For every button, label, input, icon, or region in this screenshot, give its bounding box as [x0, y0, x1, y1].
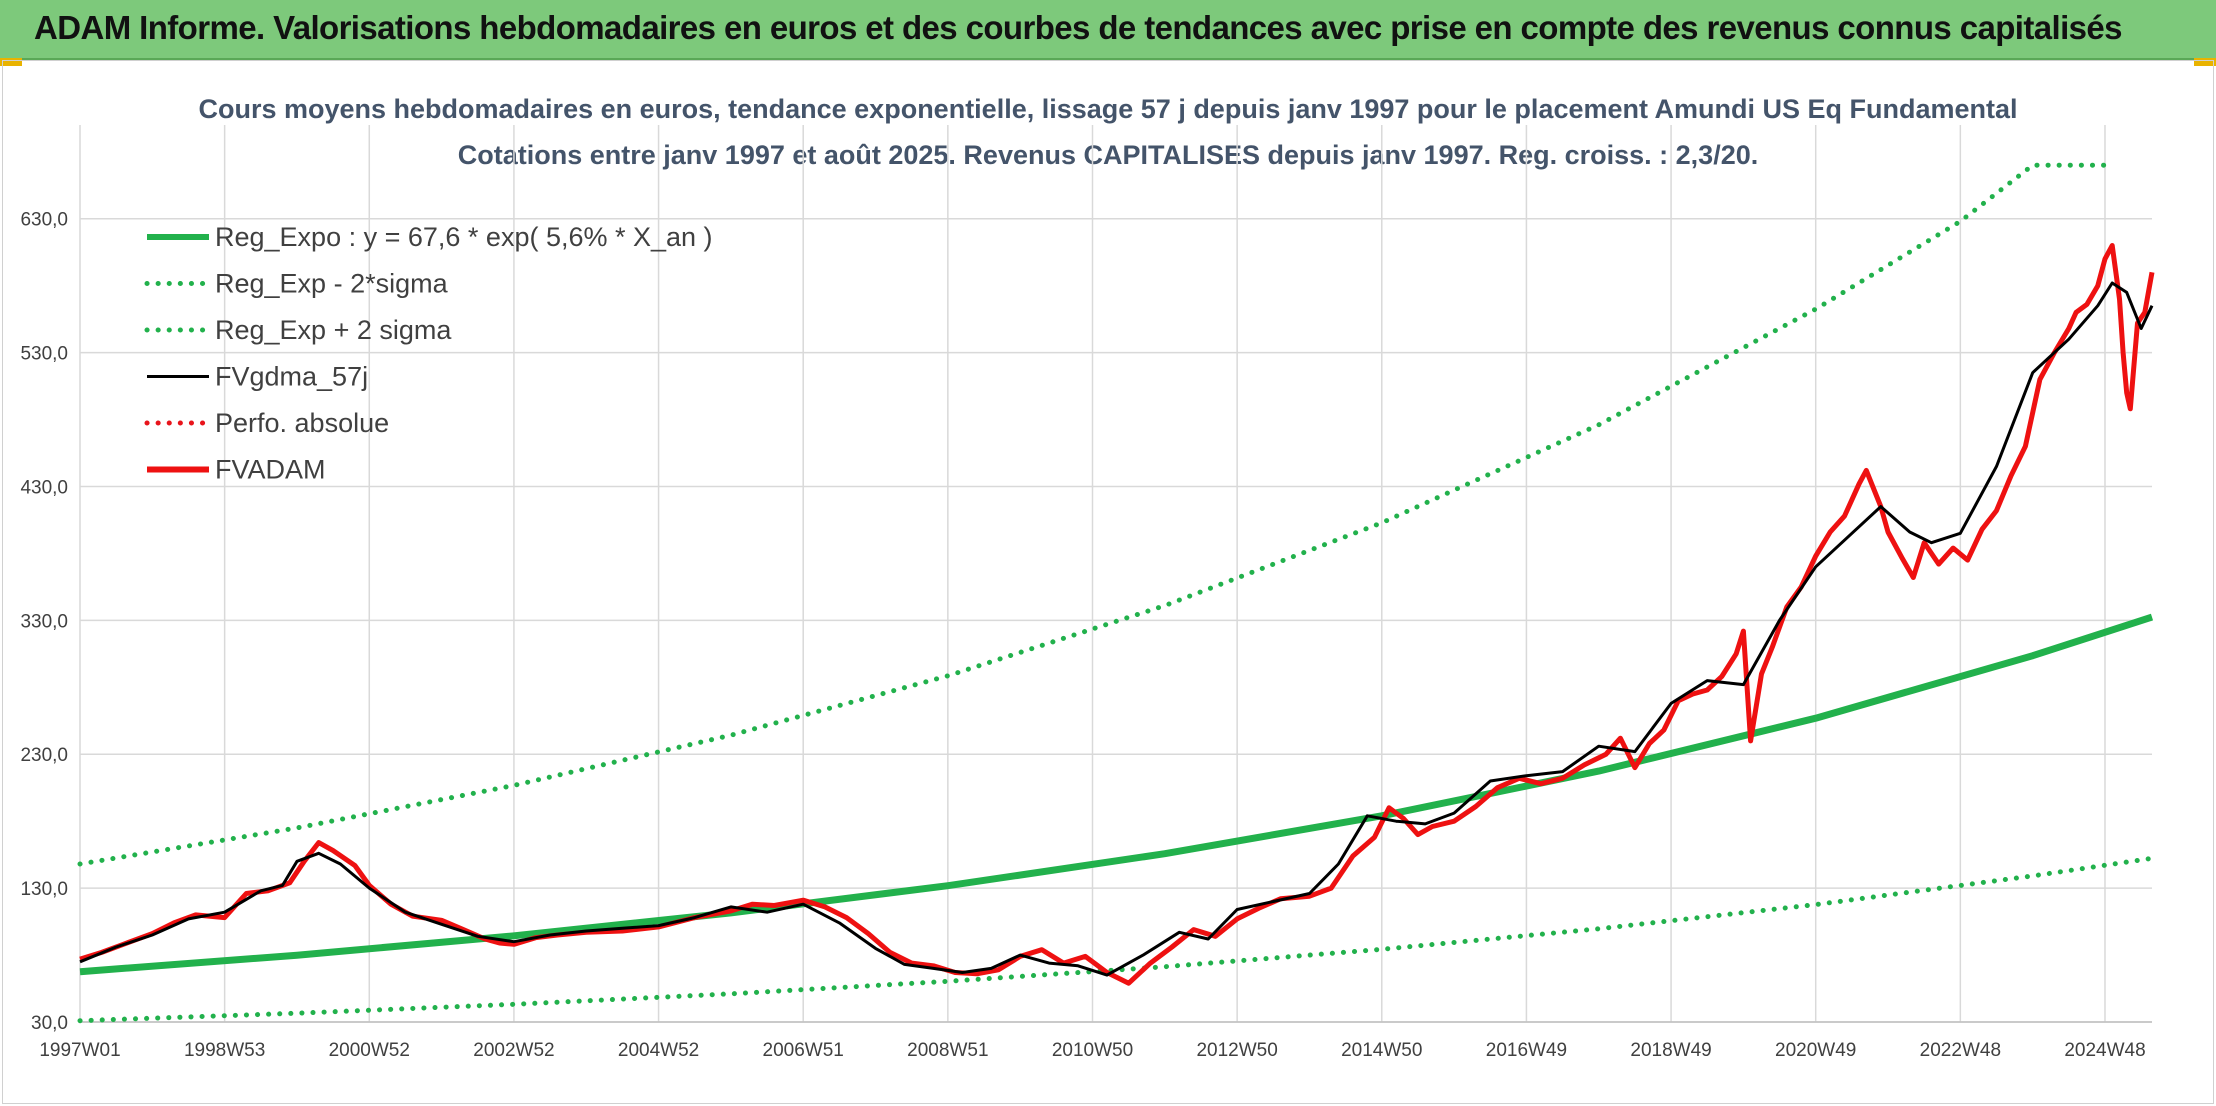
y-tick-label: 230,0 [20, 745, 68, 766]
y-tick-label: 30,0 [31, 1013, 68, 1034]
x-axis: 1997W01 1998W53 2000W52 2002W52 2004W52 2006W… [39, 1040, 2145, 1061]
chart-title: Cours moyens hebdomadaires en euros, ten… [198, 94, 2017, 124]
x-tick-label: 2002W52 [473, 1040, 554, 1061]
y-axis: 30,0 130,0 230,0 330,0 430,0 530,0 630,0 [20, 210, 68, 1034]
corner-marker-left [0, 58, 22, 66]
series-line-3 [79, 281, 2154, 977]
y-tick-label: 530,0 [20, 344, 68, 365]
legend-label: Perfo. absolue [215, 408, 389, 438]
y-tick-label: 330,0 [20, 611, 68, 632]
report-banner: ADAM Informe. Valorisations hebdomadaire… [0, 0, 2216, 60]
legend-label: FVgdma_57j [215, 362, 368, 392]
x-tick-label: 2016W49 [1486, 1040, 1567, 1061]
x-tick-label: 2010W50 [1052, 1040, 1133, 1061]
y-tick-label: 430,0 [20, 477, 68, 498]
report-title: ADAM Informe. Valorisations hebdomadaire… [34, 9, 2123, 46]
y-tick-label: 130,0 [20, 879, 68, 900]
x-tick-label: 2012W50 [1196, 1040, 1277, 1061]
legend-label: Reg_Exp + 2 sigma [215, 315, 452, 345]
legend-label: FVADAM [215, 455, 326, 485]
legend: Reg_Expo : y = 67,6 * exp( 5,6% * X_an )… [144, 222, 713, 485]
series-line-1 [77, 855, 2155, 1024]
legend-label: Reg_Exp - 2*sigma [215, 269, 449, 299]
x-tick-label: 2018W49 [1630, 1040, 1711, 1061]
x-tick-label: 2004W52 [618, 1040, 699, 1061]
series-line-0 [79, 613, 2154, 976]
grid [79, 125, 2152, 1023]
x-tick-label: 2006W51 [763, 1040, 844, 1061]
x-tick-label: 1998W53 [184, 1040, 265, 1061]
x-tick-label: 2008W51 [907, 1040, 988, 1061]
x-tick-label: 2014W50 [1341, 1040, 1422, 1061]
x-tick-label: 2000W52 [329, 1040, 410, 1061]
x-tick-label: 1997W01 [39, 1040, 120, 1061]
y-tick-label: 630,0 [20, 210, 68, 231]
legend-label: Reg_Expo : y = 67,6 * exp( 5,6% * X_an ) [215, 222, 713, 252]
series-line-2 [77, 162, 2108, 867]
chart-frame [2, 60, 2214, 1104]
chart-subtitle: Cotations entre janv 1997 et août 2025. … [458, 140, 1758, 170]
series-layer [77, 162, 2155, 1024]
x-tick-label: 2020W49 [1775, 1040, 1856, 1061]
x-tick-label: 2022W48 [1920, 1040, 2001, 1061]
series-line-5 [79, 243, 2155, 986]
x-tick-label: 2024W48 [2064, 1040, 2145, 1061]
corner-marker-right [2194, 58, 2216, 66]
